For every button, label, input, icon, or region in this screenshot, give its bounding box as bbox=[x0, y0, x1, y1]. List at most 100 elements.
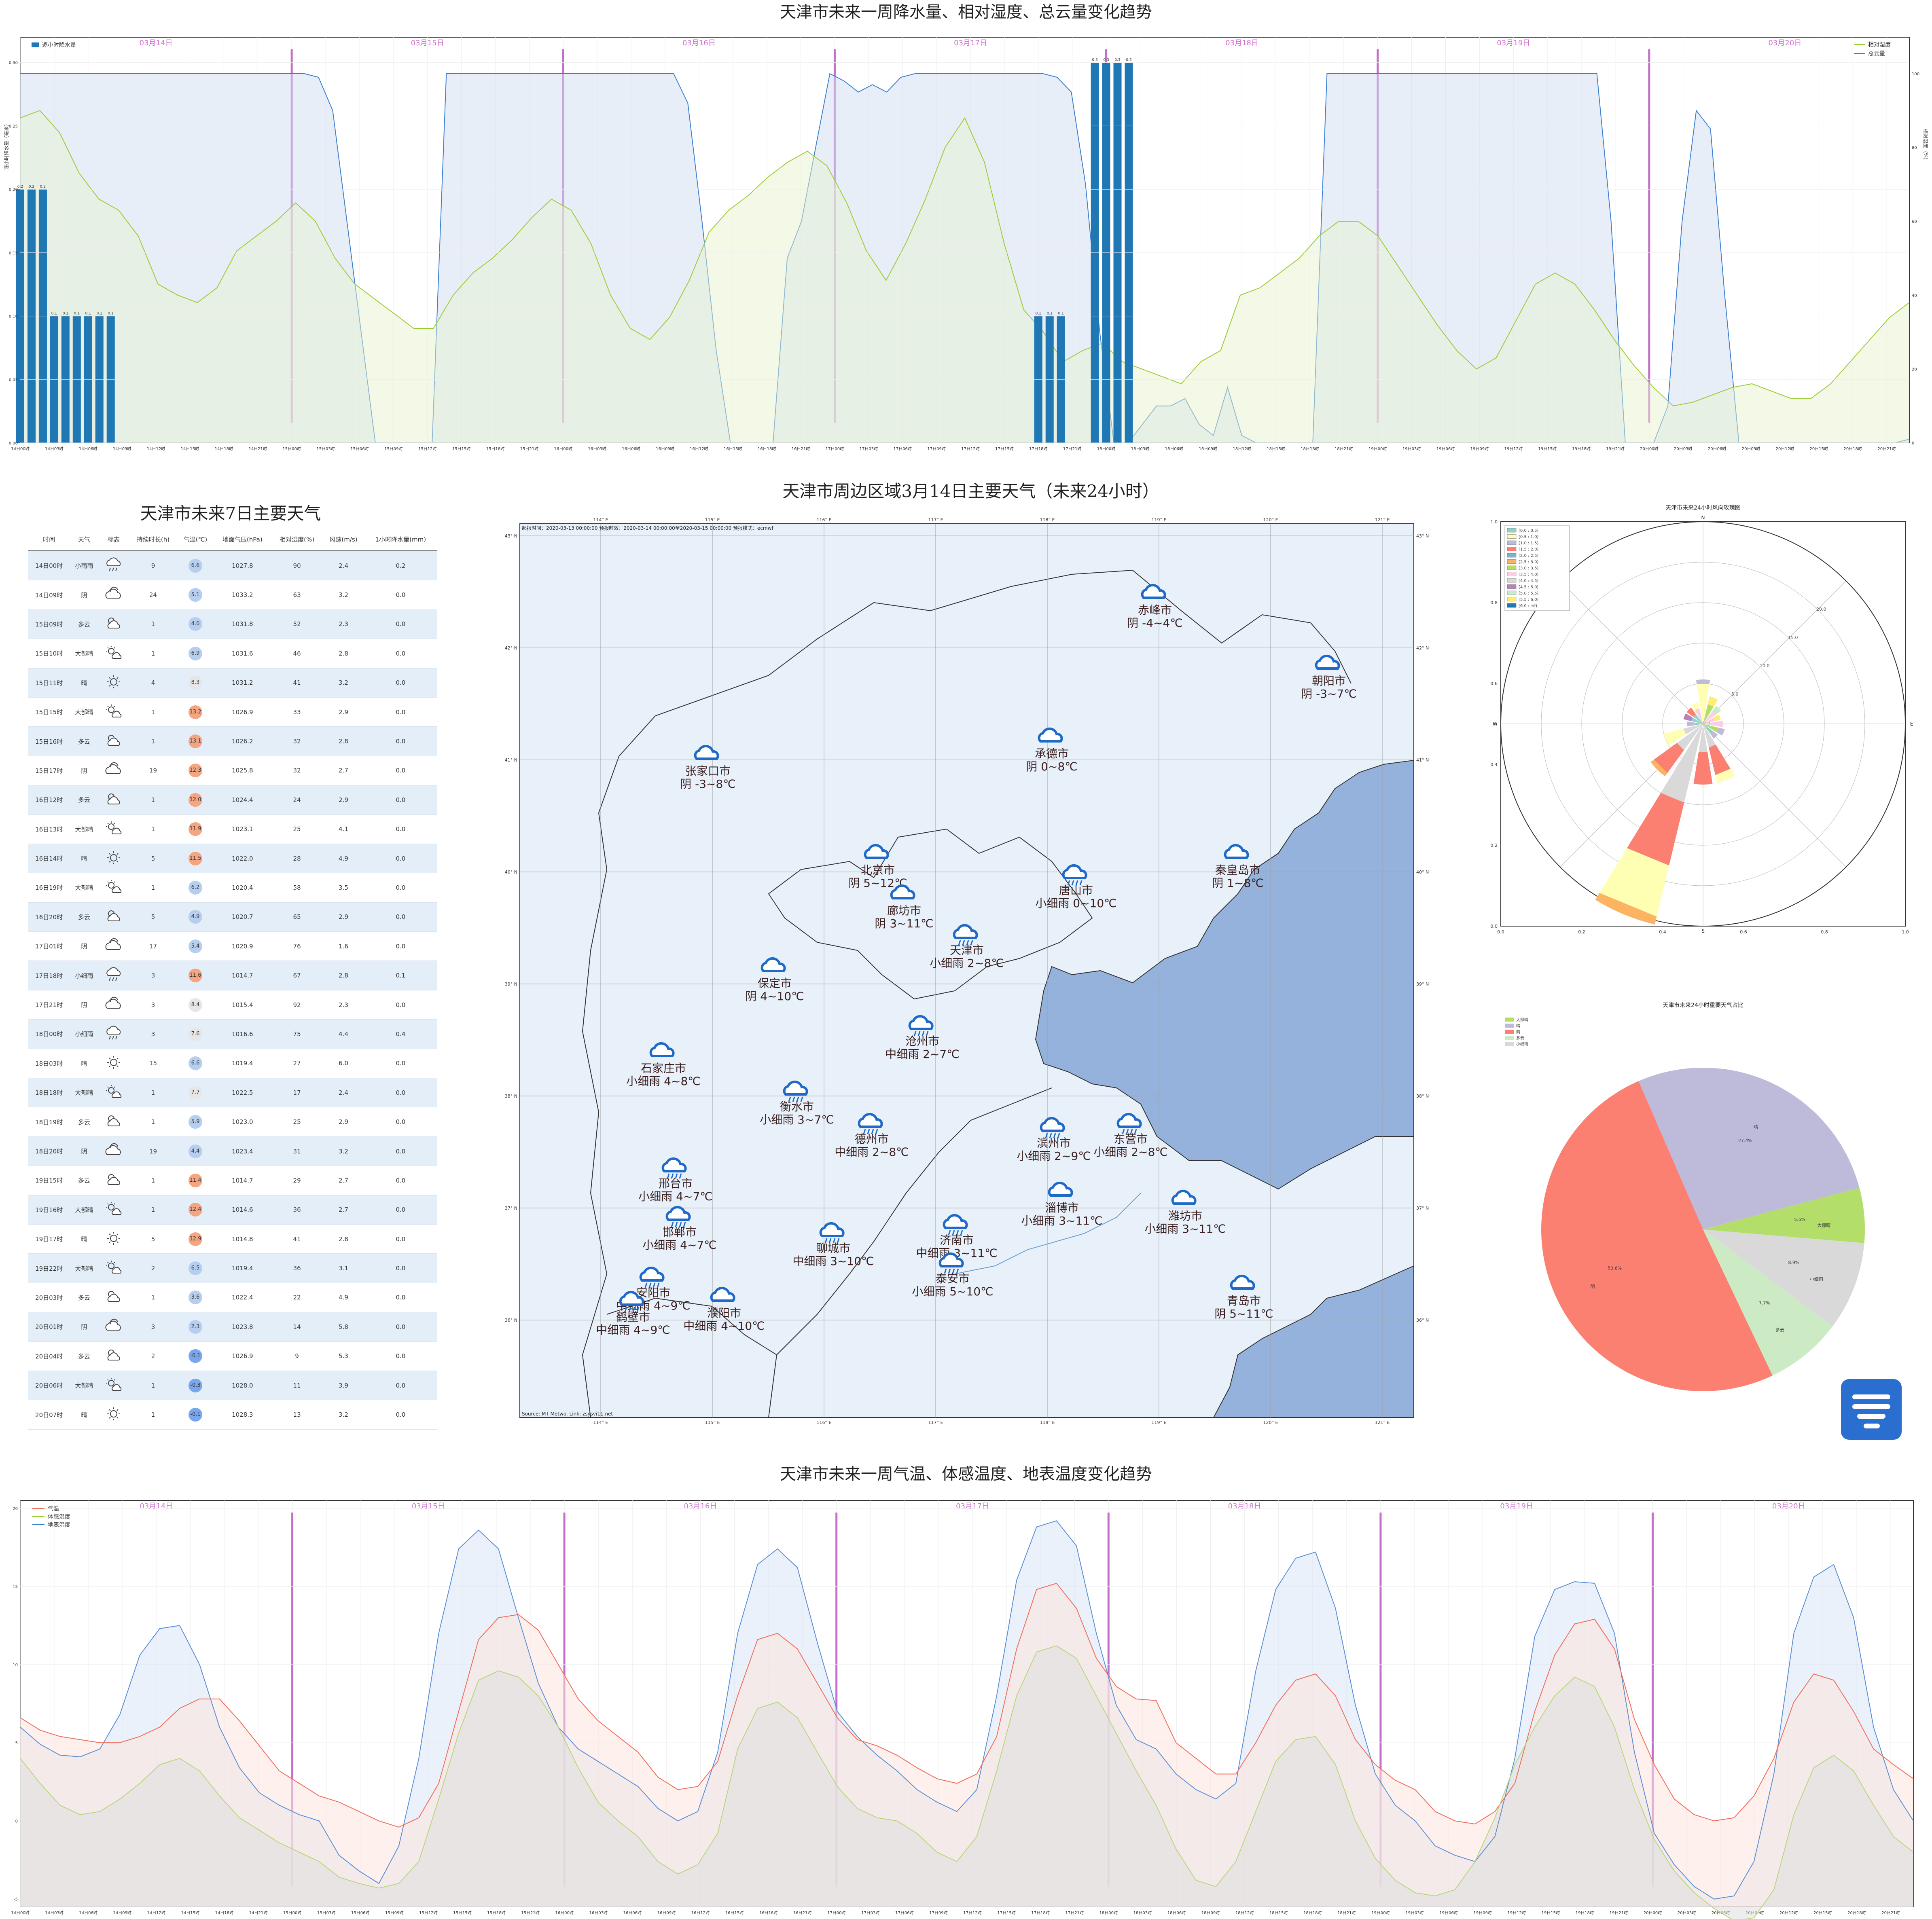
temperature-badge: 12.9 bbox=[189, 1232, 203, 1246]
precip-bar-label: 0.1 bbox=[1047, 312, 1053, 316]
table-cell: 0.0 bbox=[364, 609, 437, 639]
weather-icon-cell bbox=[98, 1078, 129, 1108]
table-cell: 大部晴 bbox=[70, 815, 99, 844]
partly-weather-icon bbox=[104, 1259, 123, 1276]
pie-legend-swatch bbox=[1505, 1042, 1514, 1046]
table-cell: 大部晴 bbox=[70, 1195, 99, 1225]
top-x-tick: 16日15时 bbox=[724, 446, 742, 451]
rain-drop-icon bbox=[667, 1173, 670, 1179]
rose-wedge bbox=[1710, 731, 1718, 739]
rose-wedge bbox=[1693, 752, 1713, 785]
table-cell: 41 bbox=[271, 1224, 323, 1254]
table-cell: 3.5 bbox=[322, 873, 364, 903]
bottom-x-tick: 19日21时 bbox=[1610, 1911, 1628, 1915]
table-row: 20日03时 多云 1 3.6 1022.4 22 4.9 0.0 bbox=[28, 1283, 437, 1313]
table-cell: 19日17时 bbox=[28, 1224, 70, 1254]
bottom-y-tick: 10 bbox=[13, 1663, 18, 1667]
rain-drop-icon bbox=[871, 1129, 874, 1134]
rose-wedge bbox=[1703, 711, 1716, 724]
table-cell: 2.3 bbox=[322, 990, 364, 1020]
bottom-day-label: 03月17日 bbox=[956, 1502, 989, 1511]
table-cell: 18日00时 bbox=[28, 1019, 70, 1049]
humidity-line bbox=[20, 110, 1910, 406]
table-cell: 14 bbox=[271, 1312, 323, 1342]
rose-compass-n: N bbox=[1701, 515, 1705, 520]
rain-drop-icon bbox=[671, 1173, 674, 1179]
city-name: 邢台市 bbox=[659, 1177, 693, 1190]
precip-bar-label: 0.3 bbox=[1126, 58, 1131, 62]
table-cell: 15日17时 bbox=[28, 756, 70, 786]
legend-ground-label: 地表温度 bbox=[48, 1522, 70, 1528]
city-weather: 中细雨 2~7℃ bbox=[885, 1047, 959, 1061]
table-cell: 1026.9 bbox=[213, 697, 272, 727]
pie-slice bbox=[1703, 1229, 1864, 1327]
rose-legend-swatch bbox=[1507, 578, 1517, 583]
pie-slice bbox=[1638, 1068, 1860, 1229]
rain-drop-icon bbox=[948, 1230, 951, 1236]
table-cell: 46 bbox=[271, 639, 323, 669]
bottom-y-tick: 15 bbox=[13, 1585, 18, 1589]
top-x-tick: 17日12时 bbox=[961, 446, 979, 451]
rain-cloud-icon bbox=[661, 1157, 687, 1172]
table-cell: 1 bbox=[129, 1107, 178, 1137]
table-cell: 63 bbox=[271, 580, 323, 610]
top-x-tick: 15日06时 bbox=[350, 446, 369, 451]
bottom-x-tick: 17日06时 bbox=[895, 1911, 913, 1915]
table-cell: 13 bbox=[271, 1400, 323, 1430]
rain-drop-icon bbox=[624, 1307, 627, 1312]
bottom-x-tick: 17日00时 bbox=[827, 1911, 845, 1915]
table-cell: 1 bbox=[129, 697, 178, 727]
rose-ring-label: 15.0 bbox=[1788, 635, 1798, 640]
table-cell: 5.8 bbox=[322, 1312, 364, 1342]
top-ylabel-right: 相对湿度（%） bbox=[1923, 129, 1929, 162]
table-cell: 5.3 bbox=[322, 1341, 364, 1371]
top-x-tick: 18日18时 bbox=[1301, 446, 1319, 451]
bottom-x-tick: 19日00时 bbox=[1371, 1911, 1390, 1915]
table-cell: 15 bbox=[129, 1049, 178, 1079]
table-cell: 多云 bbox=[70, 902, 99, 932]
map-lat-label: 43° N bbox=[505, 533, 517, 539]
rain-drop-icon bbox=[837, 1238, 840, 1244]
rose-compass-w: W bbox=[1493, 721, 1498, 727]
rain-cloud-icon bbox=[953, 924, 978, 939]
city-name: 衡水市 bbox=[780, 1100, 814, 1113]
table-cell: 1028.0 bbox=[213, 1371, 272, 1401]
table-cell: 1 bbox=[129, 1195, 178, 1225]
rain-drop-icon bbox=[917, 1031, 921, 1037]
map-lon-label: 116° E bbox=[817, 1420, 832, 1425]
table-cell: 0.0 bbox=[364, 1312, 437, 1342]
bottom-x-tick: 16日21时 bbox=[793, 1911, 811, 1915]
table-row: 16日13时 大部晴 1 11.9 1023.1 25 4.1 0.0 bbox=[28, 815, 437, 844]
weather-table: 时间 天气 标志 持续时长(h) 气温(℃) 地面气压(hPa) 相对湿度(%) 风速(m/s… bbox=[28, 528, 437, 1430]
table-cell: 4.1 bbox=[322, 815, 364, 844]
table-cell: 25 bbox=[271, 1107, 323, 1137]
table-cell: 1023.1 bbox=[213, 815, 272, 844]
rain-cloud-icon bbox=[1116, 1113, 1142, 1128]
temperature-badge: 11.6 bbox=[189, 969, 203, 983]
map-lat-label: 36° N bbox=[1416, 1318, 1429, 1323]
table-cell: 1 bbox=[129, 609, 178, 639]
table-row: 16日12时 多云 1 12.0 1024.4 24 2.9 0.0 bbox=[28, 785, 437, 815]
cloudy-weather-icon bbox=[104, 1172, 123, 1188]
table-cell: 1025.8 bbox=[213, 756, 272, 786]
rose-wedge bbox=[1695, 708, 1703, 724]
top-x-tick: 19日21时 bbox=[1606, 446, 1624, 451]
rose-ring-label: 20.0 bbox=[1816, 607, 1826, 612]
map-lat-label: 42° N bbox=[505, 645, 517, 651]
rain-cloud-icon bbox=[639, 1266, 665, 1282]
rain-drop-icon bbox=[679, 1222, 682, 1227]
rose-wedge bbox=[1709, 745, 1731, 775]
rain-drop-icon bbox=[652, 1282, 656, 1288]
rose-legend-label: [4.0 : 4.5) bbox=[1519, 579, 1538, 583]
city-name: 朝阳市 bbox=[1312, 674, 1346, 688]
table-cell: 19日16时 bbox=[28, 1195, 70, 1225]
rain-drop-icon bbox=[788, 1096, 791, 1102]
table-cell: 1022.5 bbox=[213, 1078, 272, 1108]
table-cell: 2.8 bbox=[322, 961, 364, 990]
table-cell: 24 bbox=[271, 785, 323, 815]
bottom-day-label: 03月20日 bbox=[1772, 1502, 1805, 1511]
legend-feels-label: 体感温度 bbox=[48, 1513, 70, 1520]
pie-cat-label: 晴 bbox=[1754, 1124, 1758, 1130]
